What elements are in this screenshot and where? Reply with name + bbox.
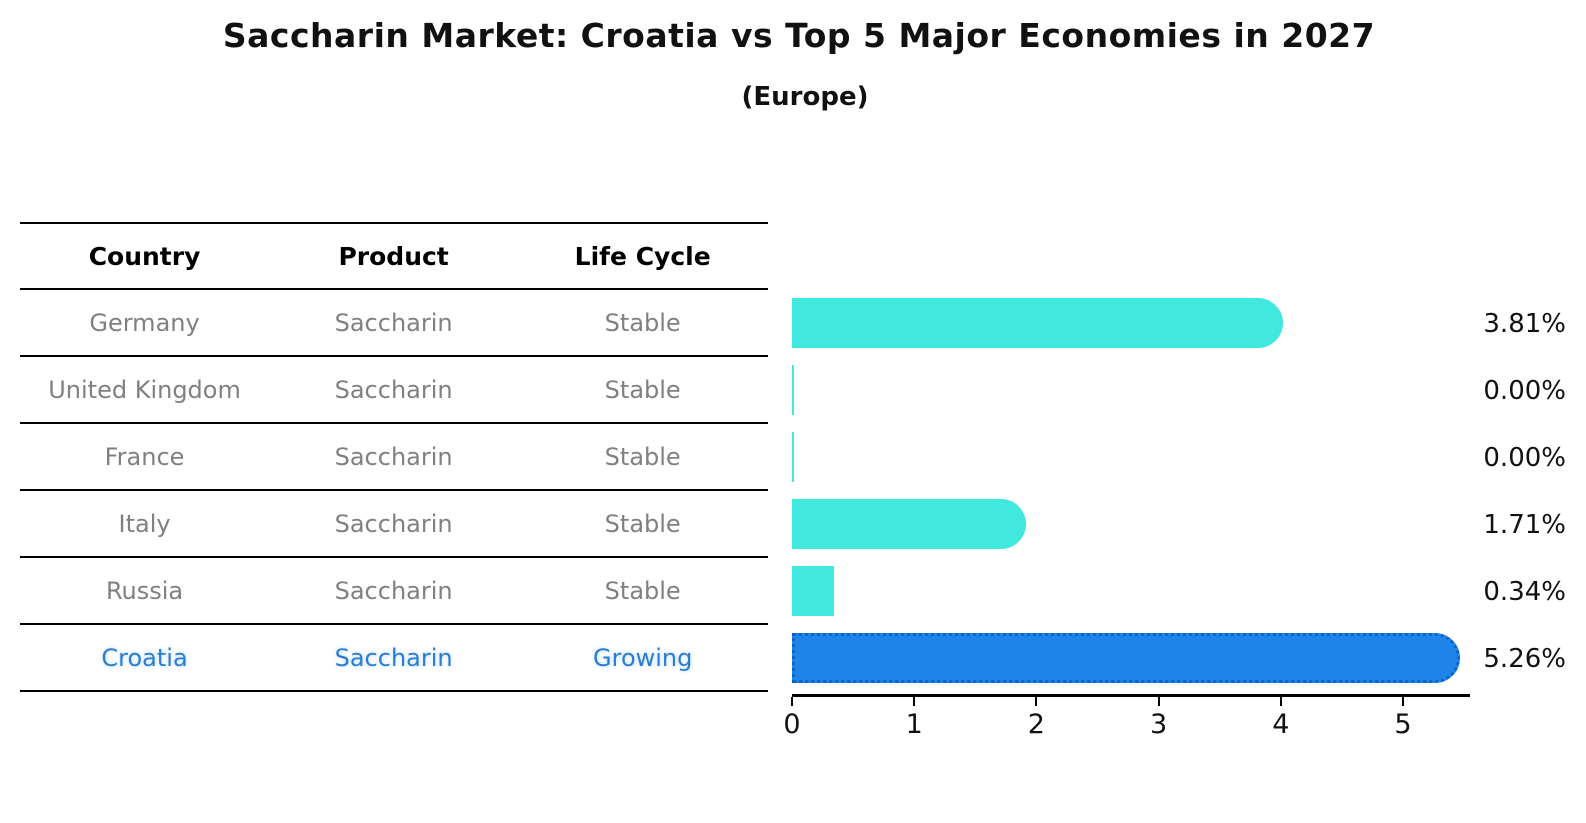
x-axis-tick-label: 5 bbox=[1394, 709, 1412, 740]
x-axis-tick-label: 2 bbox=[1027, 709, 1045, 740]
table-row-united-kingdom: United Kingdom Saccharin Stable bbox=[20, 357, 768, 424]
table-row-france: France Saccharin Stable bbox=[20, 424, 768, 491]
cell-country: Croatia bbox=[101, 643, 188, 672]
x-axis-tick-label: 4 bbox=[1272, 709, 1290, 740]
bar-russia bbox=[792, 566, 834, 616]
value-label-united-kingdom: 0.00% bbox=[1483, 375, 1566, 406]
bar-chart bbox=[792, 290, 1492, 692]
tick-mark bbox=[1035, 697, 1038, 706]
cell-product: Saccharin bbox=[334, 509, 453, 538]
cell-country: United Kingdom bbox=[48, 375, 241, 404]
tick-mark bbox=[1279, 697, 1282, 706]
cell-product: Saccharin bbox=[334, 375, 453, 404]
tick-mark bbox=[913, 697, 916, 706]
cell-country: France bbox=[104, 442, 185, 471]
tick-mark bbox=[1402, 697, 1404, 706]
table-row-croatia: Croatia Saccharin Growing bbox=[20, 625, 768, 692]
cell-life-cycle: Stable bbox=[604, 375, 681, 404]
bar-united-kingdom bbox=[792, 365, 794, 415]
x-axis-tick-label: 3 bbox=[1150, 709, 1168, 740]
value-label-france: 0.00% bbox=[1483, 442, 1566, 473]
x-axis-ticks: 0 1 2 3 4 5 bbox=[783, 697, 1470, 747]
value-label-germany: 3.81% bbox=[1483, 308, 1566, 339]
table-header-row: Country Product Life Cycle bbox=[20, 224, 768, 290]
cell-life-cycle: Stable bbox=[604, 442, 681, 471]
cell-country: Germany bbox=[89, 308, 200, 337]
comparison-table: Country Product Life Cycle Germany Sacch… bbox=[20, 222, 768, 692]
table-row-italy: Italy Saccharin Stable bbox=[20, 491, 768, 558]
chart-title: Saccharin Market: Croatia vs Top 5 Major… bbox=[222, 16, 1376, 55]
x-axis-tick-label: 1 bbox=[905, 709, 923, 740]
x-axis bbox=[792, 694, 1470, 697]
bar-croatia bbox=[792, 633, 1460, 683]
tick-mark bbox=[1157, 697, 1160, 706]
value-label-italy: 1.71% bbox=[1483, 509, 1566, 540]
cell-product: Saccharin bbox=[334, 308, 453, 337]
value-label-russia: 0.34% bbox=[1483, 576, 1566, 607]
cell-country: Russia bbox=[105, 576, 184, 605]
header-cell-country: Country bbox=[88, 241, 201, 271]
cell-life-cycle: Stable bbox=[604, 509, 681, 538]
bar-italy bbox=[792, 499, 1026, 549]
table-row-germany: Germany Saccharin Stable bbox=[20, 290, 768, 357]
cell-life-cycle: Growing bbox=[593, 643, 693, 672]
table-row-russia: Russia Saccharin Stable bbox=[20, 558, 768, 625]
cell-life-cycle: Stable bbox=[604, 576, 681, 605]
value-label-croatia: 5.26% bbox=[1483, 643, 1566, 674]
cell-life-cycle: Stable bbox=[604, 308, 681, 337]
cell-country: Italy bbox=[118, 509, 171, 538]
value-labels: 3.81% 0.00% 0.00% 1.71% 0.34% 5.26% bbox=[1462, 290, 1566, 692]
cell-product: Saccharin bbox=[334, 643, 453, 672]
bar-france bbox=[792, 432, 794, 482]
header-cell-product: Product bbox=[338, 241, 449, 271]
bar-germany bbox=[792, 298, 1283, 348]
chart-subtitle: (Europe) bbox=[741, 82, 869, 112]
cell-product: Saccharin bbox=[334, 576, 453, 605]
header-cell-life-cycle: Life Cycle bbox=[574, 241, 711, 271]
x-axis-tick-label: 0 bbox=[783, 709, 801, 740]
cell-product: Saccharin bbox=[334, 442, 453, 471]
tick-mark bbox=[791, 697, 793, 706]
